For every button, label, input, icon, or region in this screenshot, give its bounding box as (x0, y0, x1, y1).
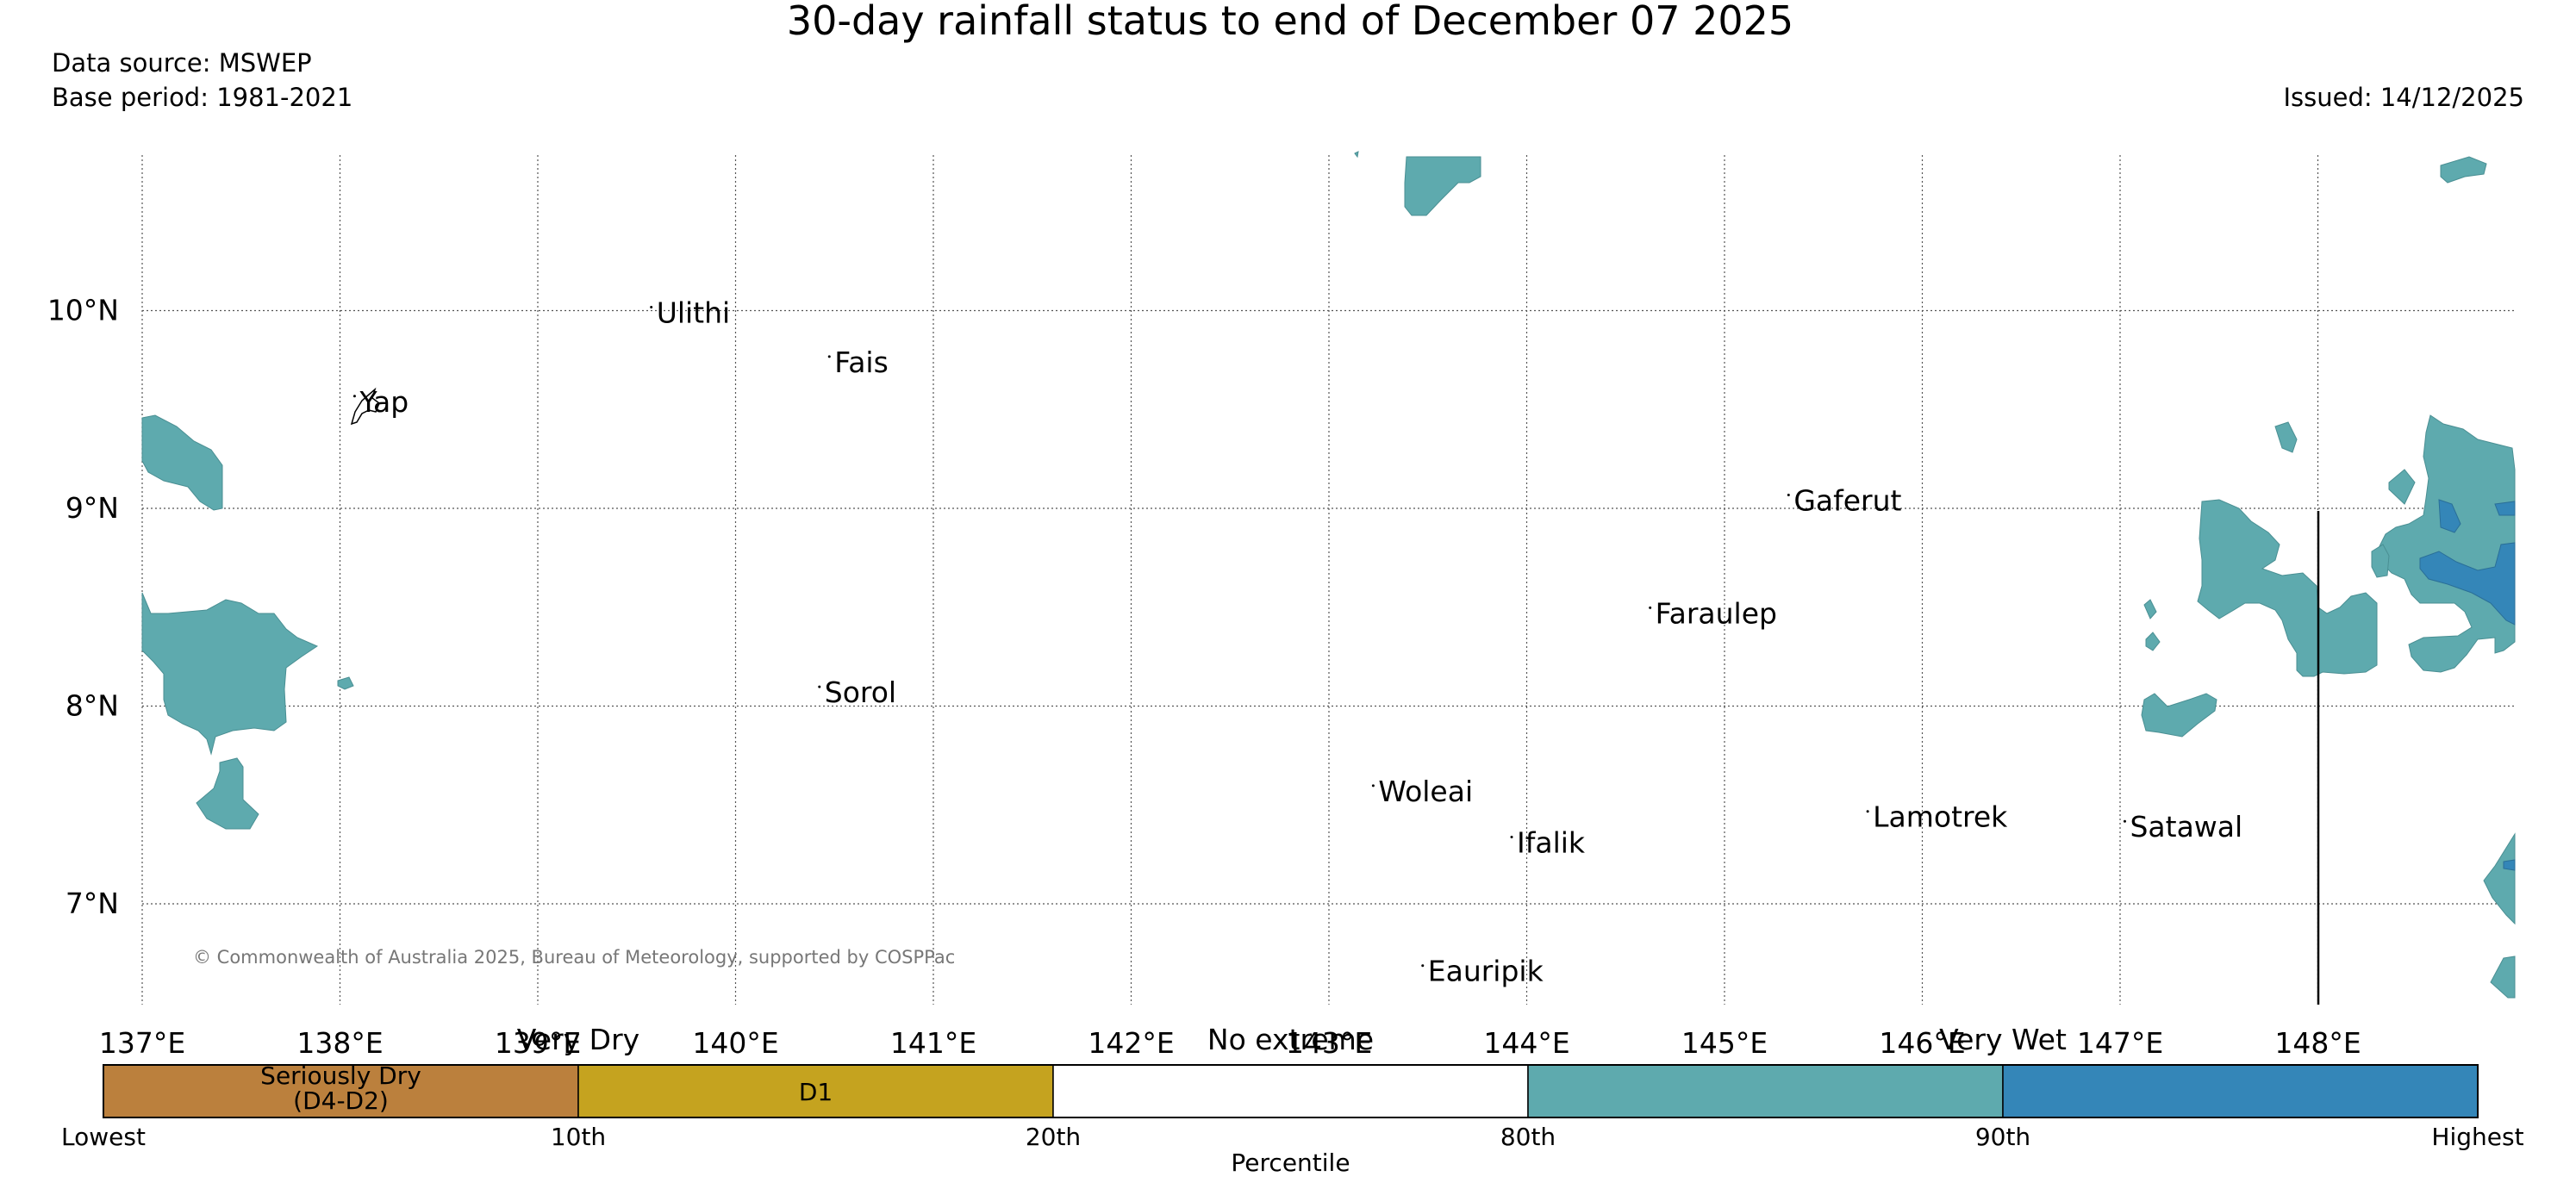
very-wet-region (2419, 542, 2516, 626)
island-marker (1371, 784, 1375, 787)
wet-region (2145, 632, 2161, 651)
island-marker (1649, 606, 1652, 609)
lon-tick-label: 138°E (296, 1026, 383, 1060)
issued-date: Issued: 14/12/2025 (2283, 83, 2524, 112)
wet-region (2143, 599, 2157, 619)
place-label-yap: Yap (359, 385, 409, 419)
legend-heading: Very Dry (517, 1023, 639, 1056)
place-label-woleai: Woleai (1378, 775, 1473, 808)
base-period: Base period: 1981-2021 (52, 83, 352, 112)
island-marker (1510, 836, 1513, 839)
legend-category-label: Seriously Dry (260, 1061, 421, 1090)
legend-heading: Very Wet (1939, 1023, 2067, 1056)
wet-region (2483, 832, 2516, 925)
legend-category-sublabel: (D4-D2) (293, 1086, 389, 1115)
legend-swatch (1527, 1064, 2004, 1118)
legend-xlabel: Percentile (1231, 1149, 1350, 1177)
place-label-lamotrek: Lamotrek (1873, 800, 2008, 834)
wet-region (2274, 421, 2298, 453)
very-wet-region (2438, 499, 2461, 533)
very-wet-region (2503, 859, 2516, 871)
lat-tick-label: 10°N (47, 294, 119, 327)
legend-swatch (1052, 1064, 1529, 1118)
legend-category-label: D1 (799, 1078, 833, 1106)
wet-region (2197, 499, 2378, 677)
wet-region (1404, 156, 1481, 216)
lat-tick-label: 9°N (65, 491, 119, 525)
legend-tick-label: 80th (1500, 1123, 1556, 1151)
data-source: Data source: MSWEP (52, 48, 312, 78)
island-marker (352, 395, 356, 398)
legend-tick-label: 10th (551, 1123, 606, 1151)
wet-region (2376, 414, 2516, 673)
wet-region (337, 676, 354, 690)
lon-tick-label: 144°E (1483, 1026, 1569, 1060)
place-label-fais: Fais (834, 345, 889, 379)
place-label-sorol: Sorol (825, 675, 896, 709)
legend-tick-label: 20th (1026, 1123, 1081, 1151)
axis-labels: 137°E 138°E 139°E 140°E 141°E 142°E 143°E 144°E… (47, 294, 2361, 1061)
island-marker (1866, 810, 1869, 813)
island-marker (827, 355, 831, 358)
place-label-eauripik: Eauripik (1428, 955, 1544, 988)
legend-frame (103, 1064, 2479, 1118)
legend-tick-label: Highest (2431, 1123, 2523, 1151)
legend-colorbar: Seriously Dry(D4-D2) D1 Very Dry No extreme… (61, 1023, 2524, 1177)
lon-tick-label: 142°E (1088, 1026, 1174, 1060)
lon-tick-label: 146°E (1879, 1026, 1965, 1060)
legend-swatch (103, 1064, 579, 1118)
wet-region (2141, 693, 2217, 738)
lat-tick-label: 7°N (65, 887, 119, 920)
place-label-satawal: Satawal (2130, 810, 2242, 844)
lon-tick-label: 137°E (99, 1026, 185, 1060)
wet-region (2490, 956, 2516, 999)
lon-tick-label: 139°E (495, 1026, 581, 1060)
lon-tick-label: 141°E (890, 1026, 976, 1060)
rainfall-anomaly-shading (141, 151, 2516, 999)
island-marker (818, 685, 821, 688)
island-marker (1787, 494, 1790, 497)
lat-tick-label: 8°N (65, 689, 119, 723)
legend-heading: No extreme (1207, 1023, 1374, 1056)
yap-island-outline (350, 387, 380, 426)
place-label-gaferut: Gaferut (1793, 484, 1901, 518)
lon-tick-label: 147°E (2077, 1026, 2163, 1060)
copyright-note: © Commonwealth of Australia 2025, Bureau… (193, 947, 955, 968)
wet-region (2371, 544, 2390, 578)
lon-tick-label: 140°E (692, 1026, 778, 1060)
graticule (141, 155, 2515, 1005)
wet-region (2440, 156, 2487, 184)
island-marker (1421, 964, 1425, 968)
legend-swatch (577, 1064, 1054, 1118)
wet-region (1354, 151, 1359, 159)
wet-region (141, 592, 319, 756)
island-marker (650, 306, 653, 308)
lon-tick-label: 143°E (1286, 1026, 1372, 1060)
place-label-ifalik: Ifalik (1517, 826, 1586, 860)
wet-region (2388, 469, 2416, 505)
legend-tick-label: Lowest (61, 1123, 146, 1151)
legend-tick-label: 90th (1975, 1123, 2030, 1151)
legend-swatch (2002, 1064, 2479, 1118)
wet-region (141, 414, 223, 511)
island-marker (2123, 819, 2126, 823)
place-label-ulithi: Ulithi (657, 296, 731, 330)
lon-tick-label: 148°E (2274, 1026, 2361, 1060)
figure-title: 30-day rainfall status to end of Decembe… (787, 0, 1793, 44)
wet-region (196, 757, 259, 830)
very-wet-region (2494, 501, 2516, 516)
place-labels: Ulithi Fais Yap Gaferut Faraulep Sorol Woleai L… (352, 296, 2242, 988)
map-area: Ulithi Fais Yap Gaferut Faraulep Sorol Woleai L… (141, 151, 2516, 1005)
place-label-faraulep: Faraulep (1656, 596, 1777, 630)
lon-tick-label: 145°E (1681, 1026, 1768, 1060)
